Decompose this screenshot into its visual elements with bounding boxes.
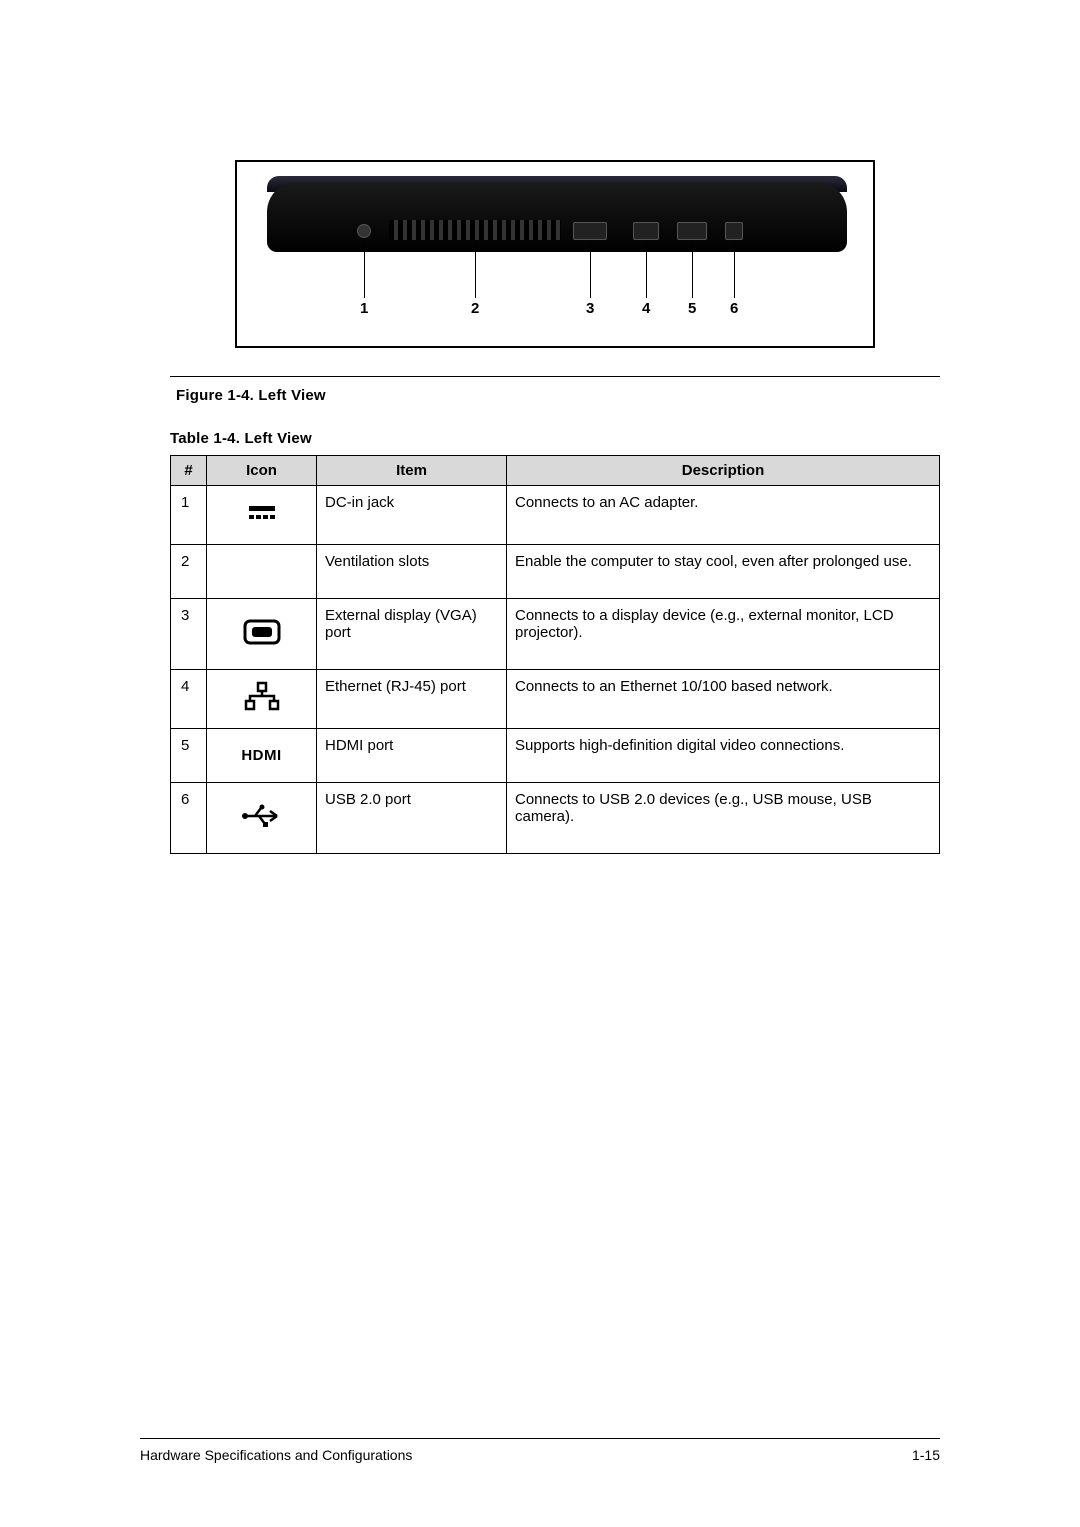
table-left-view: # Icon Item Description 1 DC-in jack Con…	[170, 455, 940, 854]
callout-line-4	[646, 242, 647, 298]
col-num: #	[171, 456, 207, 486]
cell-item: USB 2.0 port	[317, 783, 507, 854]
callout-line-3	[590, 242, 591, 298]
cell-item: HDMI port	[317, 729, 507, 783]
callout-line-6	[734, 242, 735, 298]
col-desc: Description	[507, 456, 940, 486]
figure-left-view: 1 2 3 4 5 6	[235, 160, 875, 348]
cell-icon	[207, 486, 317, 545]
callout-6: 6	[730, 300, 738, 317]
col-item: Item	[317, 456, 507, 486]
callout-3: 3	[586, 300, 594, 317]
usb-icon	[239, 820, 285, 837]
page-footer: Hardware Specifications and Configuratio…	[140, 1438, 940, 1463]
cell-icon	[207, 545, 317, 599]
cell-desc: Connects to a display device (e.g., exte…	[507, 599, 940, 670]
figure-caption: Figure 1-4. Left View	[176, 387, 940, 404]
figure-rule	[170, 376, 940, 377]
vga-icon	[239, 636, 285, 653]
cell-desc: Enable the computer to stay cool, even a…	[507, 545, 940, 599]
laptop-body	[267, 182, 847, 252]
cell-desc: Connects to USB 2.0 devices (e.g., USB m…	[507, 783, 940, 854]
table-row: 6 USB 2.0 port Connects to USB 2.0 devic…	[171, 783, 940, 854]
port-vga	[573, 222, 607, 240]
table-row: 5 HDMI HDMI port Supports high-definitio…	[171, 729, 940, 783]
footer-left: Hardware Specifications and Configuratio…	[140, 1447, 412, 1463]
cell-num: 4	[171, 670, 207, 729]
callout-1: 1	[360, 300, 368, 317]
port-vent	[389, 220, 561, 240]
table-row: 4 Ethernet (RJ-45) port Connects to an E…	[171, 670, 940, 729]
footer-right: 1-15	[912, 1447, 940, 1463]
cell-icon: HDMI	[207, 729, 317, 783]
callout-line-2	[475, 242, 476, 298]
hdmi-icon: HDMI	[241, 747, 281, 764]
cell-item: External display (VGA) port	[317, 599, 507, 670]
port-dc-in	[357, 224, 371, 238]
document-page: 1 2 3 4 5 6 Figure 1-4. Left View Table …	[0, 0, 1080, 1527]
port-hdmi	[677, 222, 707, 240]
cell-icon	[207, 783, 317, 854]
cell-desc: Connects to an AC adapter.	[507, 486, 940, 545]
cell-num: 5	[171, 729, 207, 783]
cell-desc: Supports high-definition digital video c…	[507, 729, 940, 783]
callout-5: 5	[688, 300, 696, 317]
cell-desc: Connects to an Ethernet 10/100 based net…	[507, 670, 940, 729]
callout-2: 2	[471, 300, 479, 317]
table-caption: Table 1-4. Left View	[170, 430, 940, 447]
cell-num: 2	[171, 545, 207, 599]
table-row: 1 DC-in jack Connects to an AC adapter.	[171, 486, 940, 545]
cell-num: 1	[171, 486, 207, 545]
cell-item: Ethernet (RJ-45) port	[317, 670, 507, 729]
port-usb	[725, 222, 743, 240]
table-row: 3 External display (VGA) port Connects t…	[171, 599, 940, 670]
cell-icon	[207, 670, 317, 729]
footer-rule	[140, 1438, 940, 1439]
cell-icon	[207, 599, 317, 670]
callout-4: 4	[642, 300, 650, 317]
cell-num: 3	[171, 599, 207, 670]
cell-item: DC-in jack	[317, 486, 507, 545]
callout-line-5	[692, 242, 693, 298]
col-icon: Icon	[207, 456, 317, 486]
table-header-row: # Icon Item Description	[171, 456, 940, 486]
dc-in-icon	[239, 517, 285, 534]
cell-num: 6	[171, 783, 207, 854]
port-ethernet	[633, 222, 659, 240]
ethernet-icon	[239, 701, 285, 718]
table-row: 2 Ventilation slots Enable the computer …	[171, 545, 940, 599]
callout-line-1	[364, 240, 365, 298]
cell-item: Ventilation slots	[317, 545, 507, 599]
